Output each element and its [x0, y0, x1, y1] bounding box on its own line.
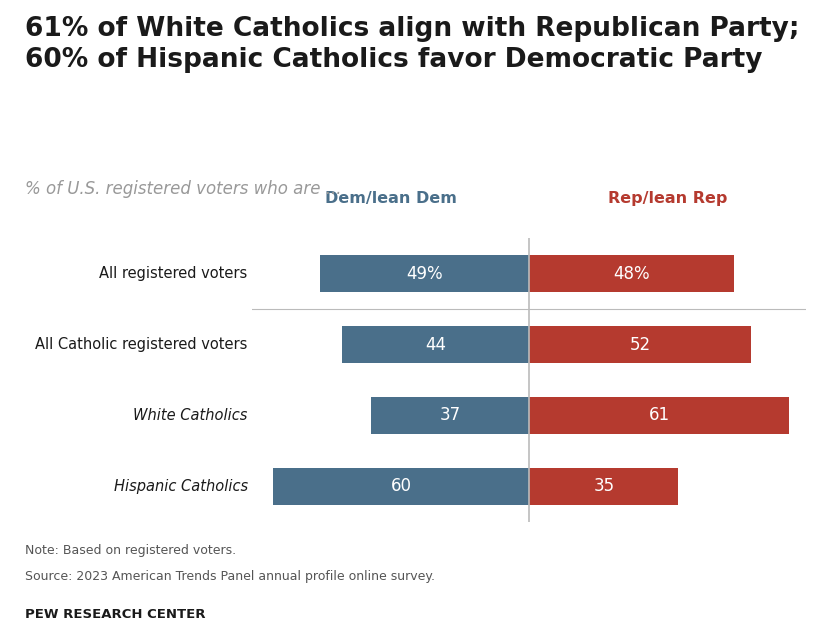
Bar [273, 468, 529, 505]
Text: Source: 2023 American Trends Panel annual profile online survey.: Source: 2023 American Trends Panel annua… [25, 570, 435, 583]
Text: 37: 37 [440, 406, 461, 424]
Text: Hispanic Catholics: Hispanic Catholics [113, 478, 248, 494]
Text: % of U.S. registered voters who are ...: % of U.S. registered voters who are ... [25, 180, 342, 198]
Text: 52: 52 [629, 336, 651, 354]
Text: 61: 61 [648, 406, 669, 424]
Text: Rep/lean Rep: Rep/lean Rep [608, 191, 727, 206]
Bar [320, 255, 529, 292]
Text: Note: Based on registered voters.: Note: Based on registered voters. [25, 544, 236, 557]
Text: 61% of White Catholics align with Republican Party;
60% of Hispanic Catholics fa: 61% of White Catholics align with Republ… [25, 16, 800, 73]
Text: 48%: 48% [613, 265, 650, 283]
Text: 35: 35 [593, 477, 614, 495]
Bar [529, 468, 679, 505]
Text: Dem/lean Dem: Dem/lean Dem [325, 191, 456, 206]
Text: 44: 44 [425, 336, 446, 354]
Bar [342, 326, 529, 363]
Text: All registered voters: All registered voters [99, 266, 248, 281]
Text: All Catholic registered voters: All Catholic registered voters [35, 337, 248, 352]
Text: 49%: 49% [407, 265, 443, 283]
Text: 60: 60 [391, 477, 412, 495]
Bar [529, 397, 790, 434]
Bar [529, 326, 751, 363]
Bar [371, 397, 529, 434]
Bar [529, 255, 734, 292]
Text: PEW RESEARCH CENTER: PEW RESEARCH CENTER [25, 609, 206, 621]
Text: White Catholics: White Catholics [134, 408, 248, 423]
